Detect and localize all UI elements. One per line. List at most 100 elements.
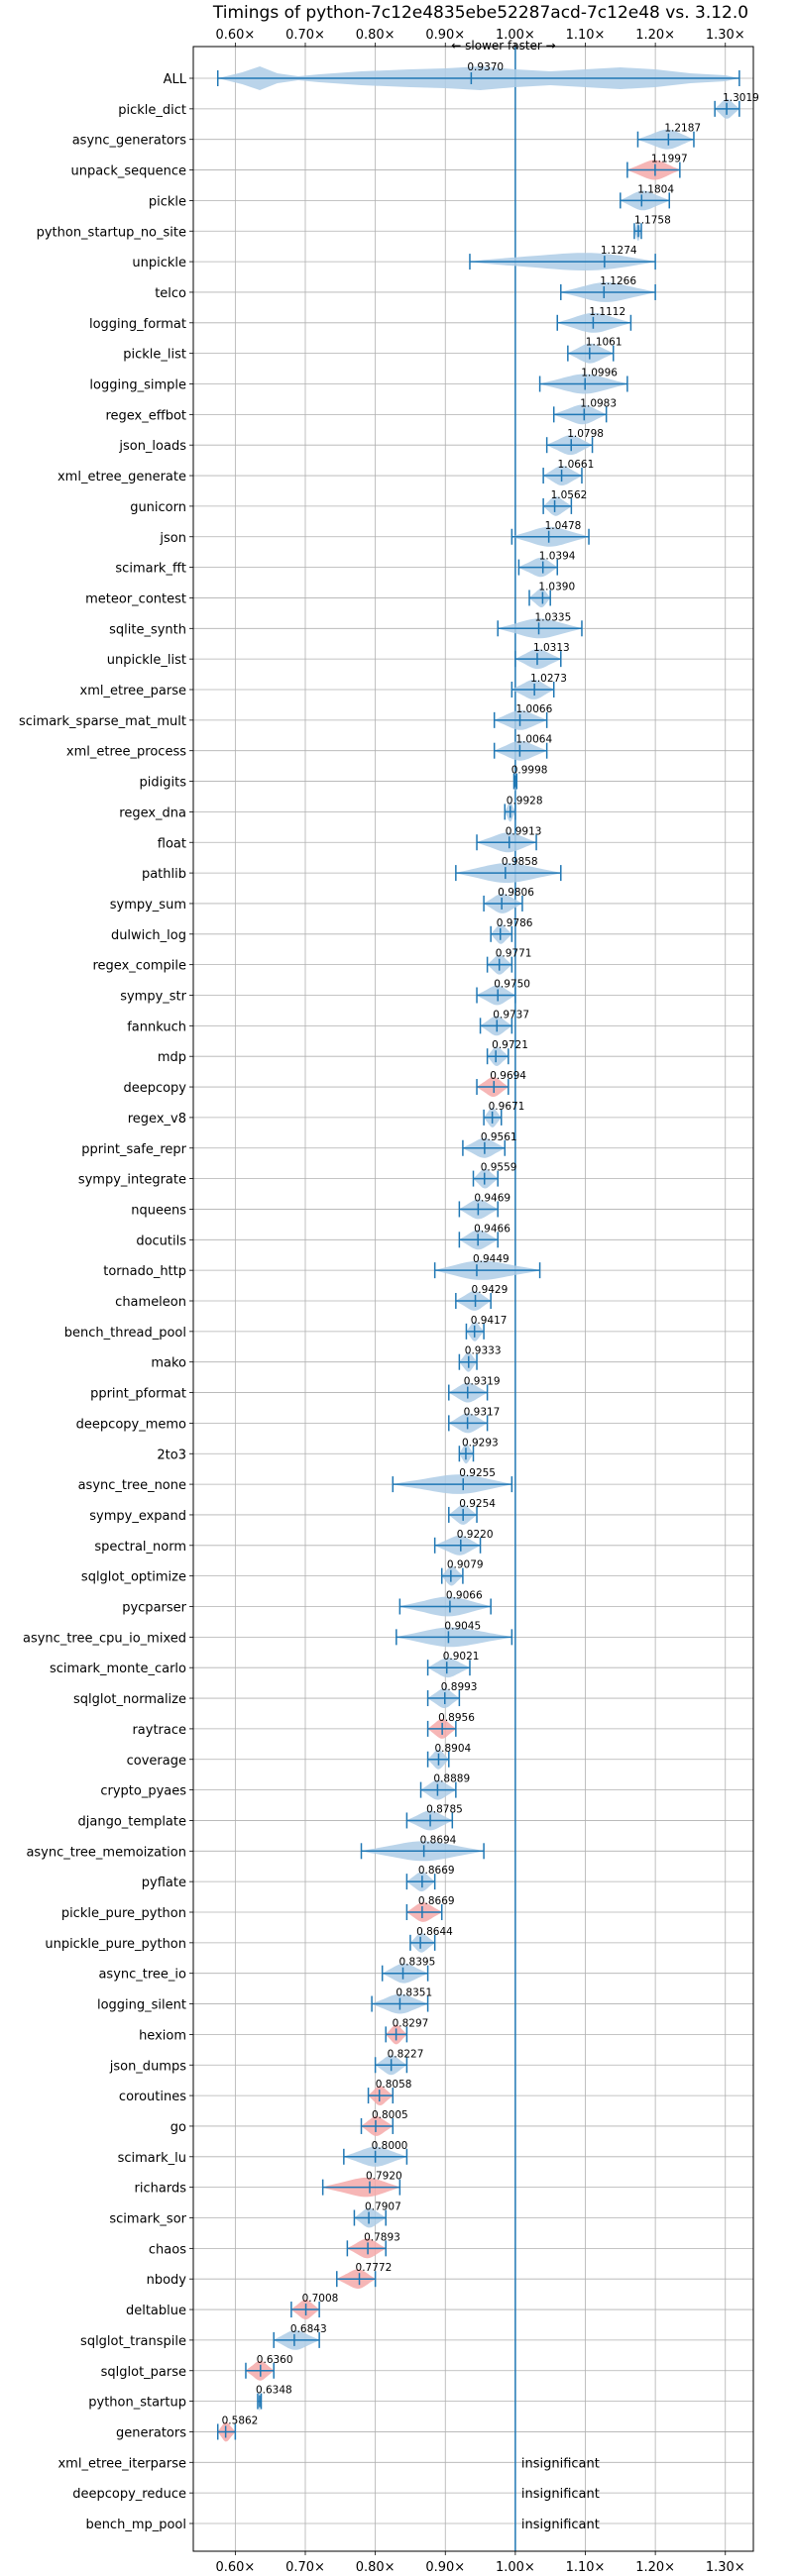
plot-frame xyxy=(192,46,754,2552)
benchmark-label: pidigits xyxy=(140,776,187,791)
benchmark-label: async_tree_cpu_io_mixed xyxy=(23,1631,186,1646)
chart-title: Timings of python-7c12e4835ebe52287acd-7… xyxy=(212,3,748,23)
benchmark-label: logging_format xyxy=(89,317,186,332)
median-value-label: 1.0996 xyxy=(581,368,618,379)
benchmark-label: sqlite_synth xyxy=(109,622,186,637)
median-value-label: 0.9370 xyxy=(467,61,504,73)
benchmark-label: nbody xyxy=(147,2273,187,2288)
benchmark-label: spectral_norm xyxy=(94,1540,186,1555)
benchmark-label: json_dumps xyxy=(109,2059,186,2074)
median-value-label: 0.7008 xyxy=(302,2293,339,2305)
benchmark-label: pathlib xyxy=(142,867,186,882)
median-value-label: 0.7893 xyxy=(364,2231,400,2243)
benchmark-label: coverage xyxy=(127,1754,186,1769)
benchmark-label: sympy_sum xyxy=(110,898,186,912)
benchmark-label: sqlglot_transpile xyxy=(80,2334,186,2349)
benchmark-label: async_generators xyxy=(72,134,187,149)
median-value-label: 0.9317 xyxy=(464,1406,501,1418)
x-tick-label-top: 1.20× xyxy=(635,28,675,43)
benchmark-label: scimark_monte_carlo xyxy=(50,1662,186,1676)
benchmark-label: mako xyxy=(151,1356,186,1371)
median-value-label: 0.8644 xyxy=(416,1926,453,1938)
median-value-label: 0.9469 xyxy=(474,1192,510,1204)
benchmark-label: pprint_pformat xyxy=(90,1387,186,1402)
benchmark-label: raytrace xyxy=(132,1723,186,1738)
median-value-label: 0.8395 xyxy=(399,1957,436,1969)
benchmark-label: scimark_sor xyxy=(109,2212,186,2227)
x-tick-label-top: 0.60× xyxy=(215,28,255,43)
median-value-label: 1.0066 xyxy=(516,703,553,715)
median-value-label: 1.0661 xyxy=(558,459,595,471)
median-value-label: 0.8956 xyxy=(438,1712,475,1724)
median-value-label: 1.2187 xyxy=(664,123,701,135)
x-tick-label-bottom: 1.00× xyxy=(496,2560,535,2575)
benchmark-label: deepcopy_memo xyxy=(76,1417,186,1432)
median-value-label: 0.9721 xyxy=(492,1039,528,1051)
benchmark-label: chaos xyxy=(149,2242,186,2257)
benchmark-label: hexiom xyxy=(139,2028,186,2043)
benchmark-label: xml_etree_iterparse xyxy=(57,2456,186,2471)
median-value-label: 1.0562 xyxy=(551,489,588,501)
x-tick-label-bottom: 1.10× xyxy=(566,2560,606,2575)
violin-layer xyxy=(216,47,740,2551)
median-value-label: 1.0478 xyxy=(545,520,582,532)
benchmark-label: unpickle_list xyxy=(107,653,186,668)
median-value-label: 0.7907 xyxy=(365,2201,401,2213)
benchmark-label: xml_etree_parse xyxy=(80,684,186,698)
median-value-label: 0.7920 xyxy=(366,2171,402,2183)
x-tick-label-bottom: 1.30× xyxy=(706,2560,745,2575)
x-tick-label-top: 0.80× xyxy=(356,28,396,43)
x-tick-label-top: 0.90× xyxy=(425,28,465,43)
benchmark-label: nqueens xyxy=(131,1203,186,1218)
median-value-label: 0.8694 xyxy=(420,1834,457,1846)
median-value-label: 1.0390 xyxy=(538,581,575,592)
benchmark-label: logging_silent xyxy=(97,1998,186,2013)
benchmark-label: scimark_sparse_mat_mult xyxy=(19,714,186,729)
median-value-label: 0.8227 xyxy=(388,2048,424,2060)
benchmark-label: pickle_pure_python xyxy=(61,1906,186,1921)
median-value-label: 0.9559 xyxy=(481,1162,517,1174)
median-value-label: 0.9858 xyxy=(502,856,538,868)
benchmark-label: unpack_sequence xyxy=(70,164,186,179)
median-value-label: 1.1274 xyxy=(601,245,637,257)
median-value-label: 0.9220 xyxy=(457,1529,494,1541)
benchmark-label: unpickle_pure_python xyxy=(45,1937,186,1952)
median-value-label: 0.5862 xyxy=(222,2415,259,2426)
benchmark-label: go xyxy=(170,2120,186,2135)
benchmark-label: async_tree_none xyxy=(78,1478,186,1493)
benchmark-label: pickle xyxy=(149,194,186,209)
benchmark-label: regex_compile xyxy=(92,959,186,974)
label-layer: ALL pickle_dict async_generators unpack_seq… xyxy=(19,61,759,2532)
median-value-label: 0.9694 xyxy=(490,1070,526,1082)
median-value-label: 0.9319 xyxy=(464,1376,501,1388)
insignificant-label: insignificant xyxy=(521,2487,600,2502)
benchmark-label: ALL xyxy=(164,72,187,87)
median-value-label: 1.0064 xyxy=(515,734,552,746)
benchmark-label: sympy_str xyxy=(120,990,186,1005)
benchmark-label: chameleon xyxy=(115,1295,186,1310)
median-value-label: 0.6843 xyxy=(290,2323,327,2335)
benchmark-label: bench_thread_pool xyxy=(64,1326,186,1341)
benchmark-label: python_startup xyxy=(88,2396,186,2411)
median-value-label: 0.8351 xyxy=(396,1987,432,1999)
median-value-label: 0.9786 xyxy=(497,917,533,929)
direction-label: ← slower faster → xyxy=(451,39,555,53)
median-value-label: 0.9449 xyxy=(473,1253,510,1265)
benchmark-label: deepcopy_reduce xyxy=(72,2487,186,2502)
median-value-label: 0.9333 xyxy=(465,1345,502,1357)
benchmark-label: json xyxy=(159,531,186,546)
benchmark-label: scimark_fft xyxy=(115,562,186,577)
benchmark-label: pickle_list xyxy=(123,348,186,363)
benchmark-label: float xyxy=(158,836,186,851)
median-value-label: 1.0798 xyxy=(567,428,604,440)
benchmark-label: json_loads xyxy=(118,439,186,454)
benchmark-label: deltablue xyxy=(126,2304,186,2318)
x-tick-label-bottom: 0.70× xyxy=(285,2560,325,2575)
median-value-label: 0.9913 xyxy=(506,825,542,837)
median-value-label: 0.8297 xyxy=(393,2017,429,2029)
median-value-label: 0.9021 xyxy=(443,1651,480,1663)
benchmark-label: fannkuch xyxy=(127,1020,186,1034)
median-value-label: 0.9079 xyxy=(447,1559,484,1571)
benchmark-label: richards xyxy=(135,2182,187,2197)
